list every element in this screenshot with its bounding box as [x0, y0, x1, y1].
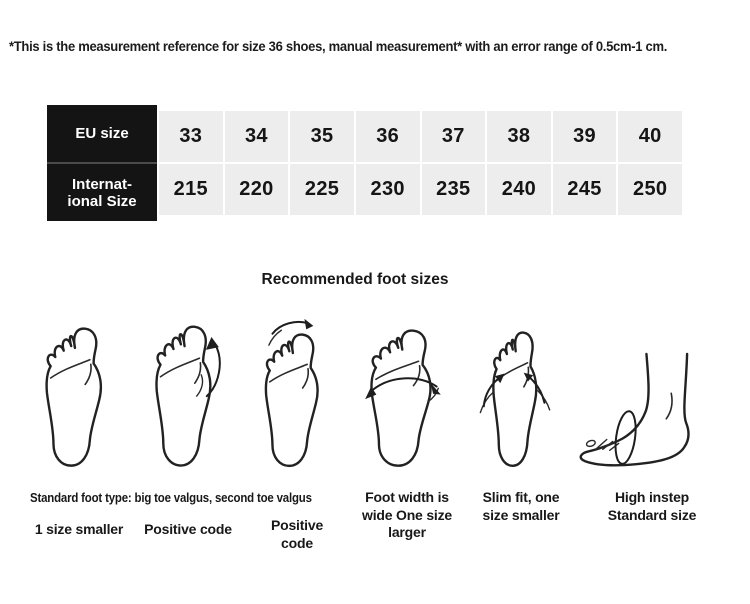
caption-line: wide One size: [362, 506, 452, 523]
international-size-cell: 225: [290, 164, 354, 215]
international-size-cell: 230: [355, 164, 420, 215]
eu-size-cell: 34: [224, 111, 289, 162]
standard-foot-illustration: [45, 327, 102, 467]
eu-size-cell: 38: [487, 111, 551, 162]
caption-line: size smaller: [482, 506, 560, 523]
caption-second-toe-valgus: Positive code: [247, 517, 347, 552]
high-instep-foot-illustration: [576, 350, 700, 468]
standard-foot-type-note: Standard foot type: big toe valgus, seco…: [30, 490, 312, 505]
slim-foot-illustration: [476, 331, 554, 467]
caption-line: High instep: [614, 489, 690, 505]
caption-line: Slim fit, one: [482, 489, 560, 505]
table-header-column: EU size Internat- ional Size: [47, 105, 157, 221]
recommended-foot-sizes-title: Recommended foot sizes: [261, 271, 449, 288]
eu-size-cell: 36: [355, 111, 420, 162]
eu-size-cell: 39: [552, 111, 617, 162]
caption-line: Foot width is: [365, 489, 449, 505]
eu-size-cell: 37: [421, 111, 486, 162]
international-size-cell: 250: [618, 164, 682, 215]
caption-line: Standard size: [607, 506, 697, 523]
caption-high-instep: High instep Standard size: [590, 489, 714, 524]
international-size-cell: 240: [487, 164, 551, 215]
eu-size-header: EU size: [47, 105, 157, 164]
caption-line: code: [281, 534, 313, 551]
wide-foot-illustration: [365, 329, 441, 467]
caption-line: larger: [388, 524, 426, 540]
caption-line: Positive: [270, 517, 324, 533]
international-size-header-line1: Internat-: [72, 175, 132, 193]
measurement-note: *This is the measurement reference for s…: [9, 39, 668, 54]
eu-size-cell: 35: [290, 111, 354, 162]
caption-line: 1 size smaller: [34, 521, 124, 537]
caption-line: Positive code: [144, 521, 232, 537]
caption-slim-foot: Slim fit, one size smaller: [459, 489, 583, 524]
international-size-header-line2: ional Size: [67, 192, 137, 210]
international-size-cell: 235: [421, 164, 486, 215]
international-size-cell: 245: [552, 164, 617, 215]
second-toe-valgus-foot-illustration: [264, 318, 319, 467]
eu-size-cell: 40: [618, 111, 682, 162]
big-toe-valgus-foot-illustration: [155, 325, 242, 467]
international-size-cell: 220: [224, 164, 289, 215]
caption-wide-foot: Foot width is wide One size larger: [350, 489, 464, 542]
size-chart-table: EU size Internat- ional Size 33 34 35 36…: [47, 105, 682, 221]
size-table-cells: 33 34 35 36 37 38 39 40 215 220 225 230 …: [159, 111, 682, 215]
caption-big-toe-valgus: Positive code: [128, 521, 248, 539]
caption-standard-foot: 1 size smaller: [18, 521, 140, 539]
eu-size-cell: 33: [159, 111, 223, 162]
international-size-cell: 215: [159, 164, 223, 215]
international-size-header: Internat- ional Size: [47, 164, 157, 221]
